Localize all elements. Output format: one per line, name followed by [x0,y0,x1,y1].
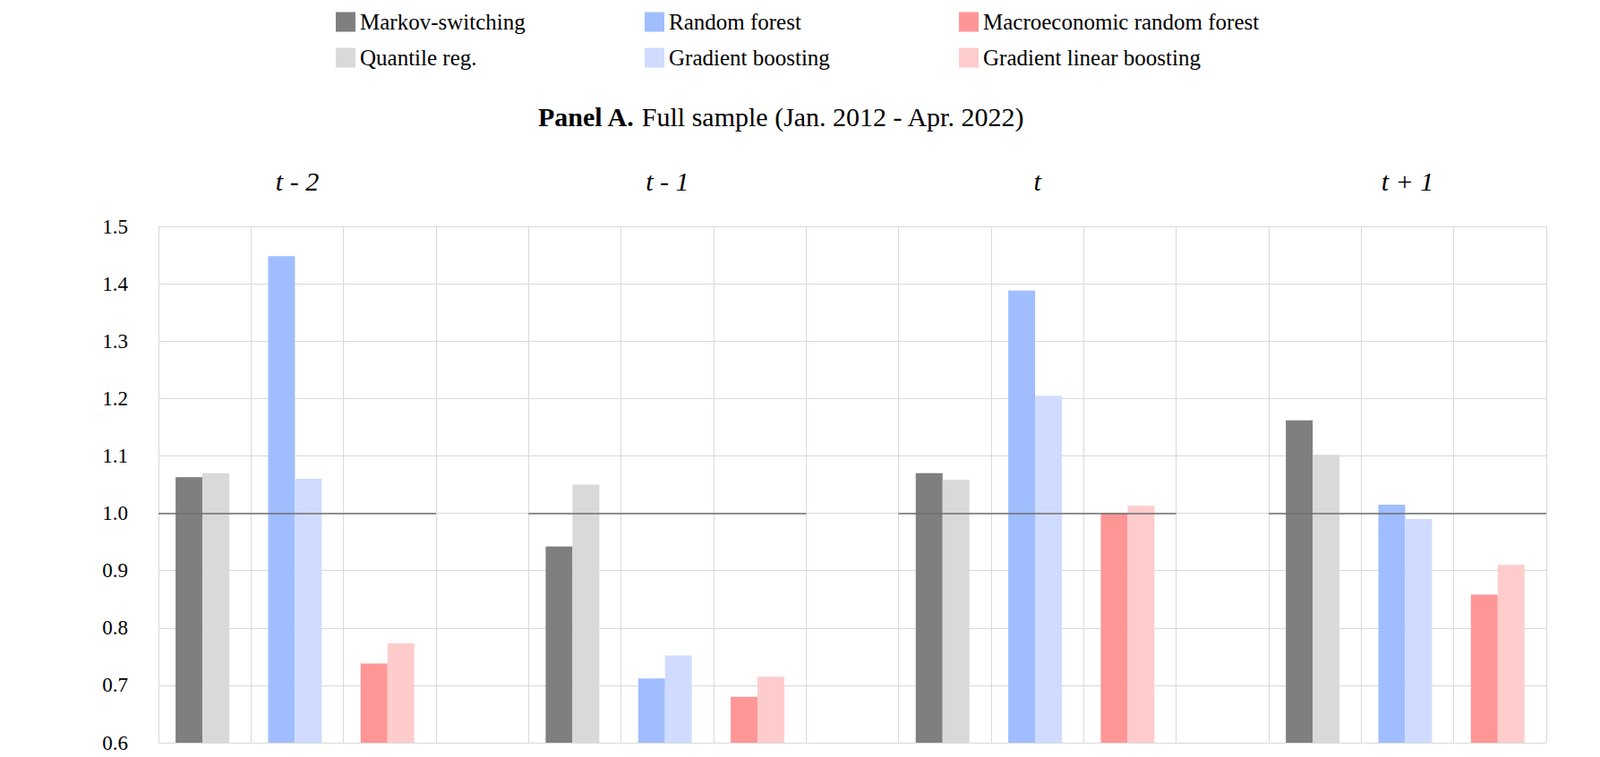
svg-text:0.7: 0.7 [102,674,129,697]
svg-text:Macroeconomic random forest: Macroeconomic random forest [983,9,1259,35]
svg-text:Panel A.: Panel A. [538,102,634,132]
svg-text:1.4: 1.4 [102,273,129,296]
svg-text:0.9: 0.9 [102,559,129,582]
svg-text:1.0: 1.0 [102,502,129,525]
svg-text:t + 1: t + 1 [1381,166,1435,197]
svg-text:Full sample (Jan. 2012 - Apr.: Full sample (Jan. 2012 - Apr. 2022) [634,102,1024,133]
svg-text:Random forest: Random forest [668,9,802,35]
svg-text:Gradient linear boosting: Gradient linear boosting [983,45,1201,70]
svg-text:t: t [1033,166,1042,197]
svg-text:Gradient boosting: Gradient boosting [668,45,830,70]
svg-text:1.5: 1.5 [102,215,129,239]
svg-text:t - 2: t - 2 [275,166,319,197]
svg-text:0.6: 0.6 [102,732,129,755]
svg-text:0.8: 0.8 [102,616,129,640]
svg-text:t - 1: t - 1 [645,166,689,197]
svg-text:1.2: 1.2 [102,387,129,411]
svg-text:1.1: 1.1 [102,444,129,468]
svg-text:1.3: 1.3 [102,330,129,353]
svg-text:Markov-switching: Markov-switching [359,9,526,35]
svg-text:Quantile reg.: Quantile reg. [359,45,478,70]
